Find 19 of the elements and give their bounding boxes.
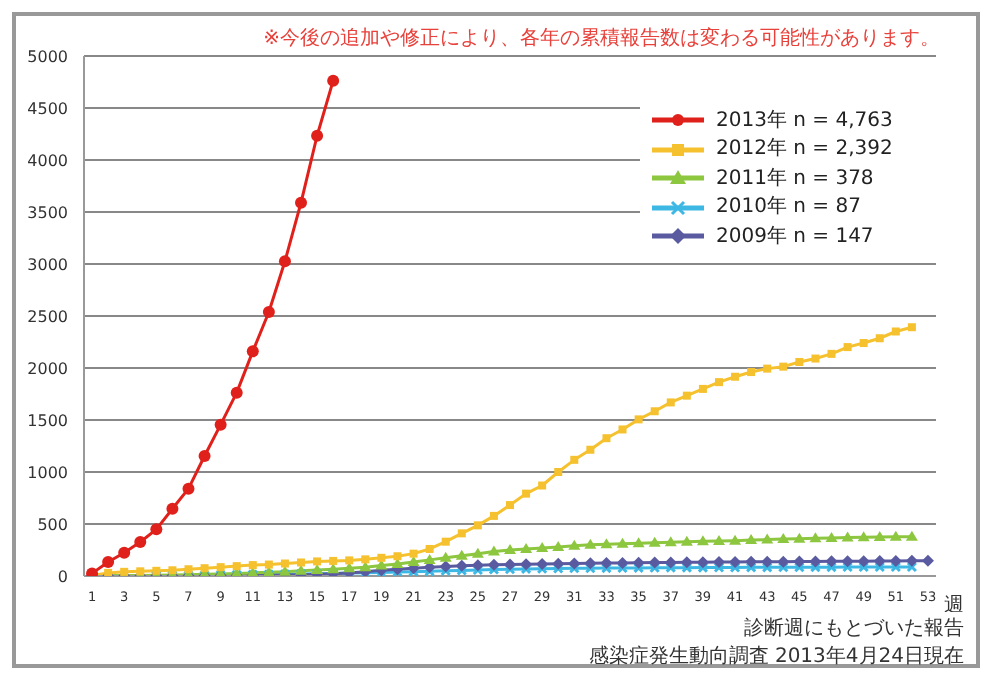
y-tick-label: 500: [37, 515, 68, 534]
y-tick-label: 5000: [27, 47, 68, 66]
y-tick-label: 4500: [27, 99, 68, 118]
y-tick-label: 2500: [27, 307, 68, 326]
text: 感染症発生動向調査 2013年4月24日現在: [588, 644, 964, 672]
y-tick-label: 2000: [27, 359, 68, 378]
legend-label: 2013年 n = 4,763: [716, 107, 893, 134]
legend-label: 2010年 n = 87: [716, 194, 861, 221]
legend-label: 2009年 n = 147: [716, 223, 874, 250]
y-tick-label: 3500: [27, 203, 68, 222]
legend-label: 2012年 n = 2,392: [716, 136, 893, 163]
y-tick-label: 4000: [27, 151, 68, 170]
y-tick-label: 1000: [27, 463, 68, 482]
y-tick-label: 0: [57, 567, 68, 586]
y-tick-label: 1500: [27, 411, 68, 430]
y-tick-label: 3000: [27, 255, 68, 274]
legend-label: 2011年 n = 378: [716, 165, 874, 192]
text: 診断週にもとづいた報告: [742, 616, 964, 644]
text: ※今後の追加や修正により、各年の累積報告数は変わる可能性があります。: [263, 25, 940, 52]
